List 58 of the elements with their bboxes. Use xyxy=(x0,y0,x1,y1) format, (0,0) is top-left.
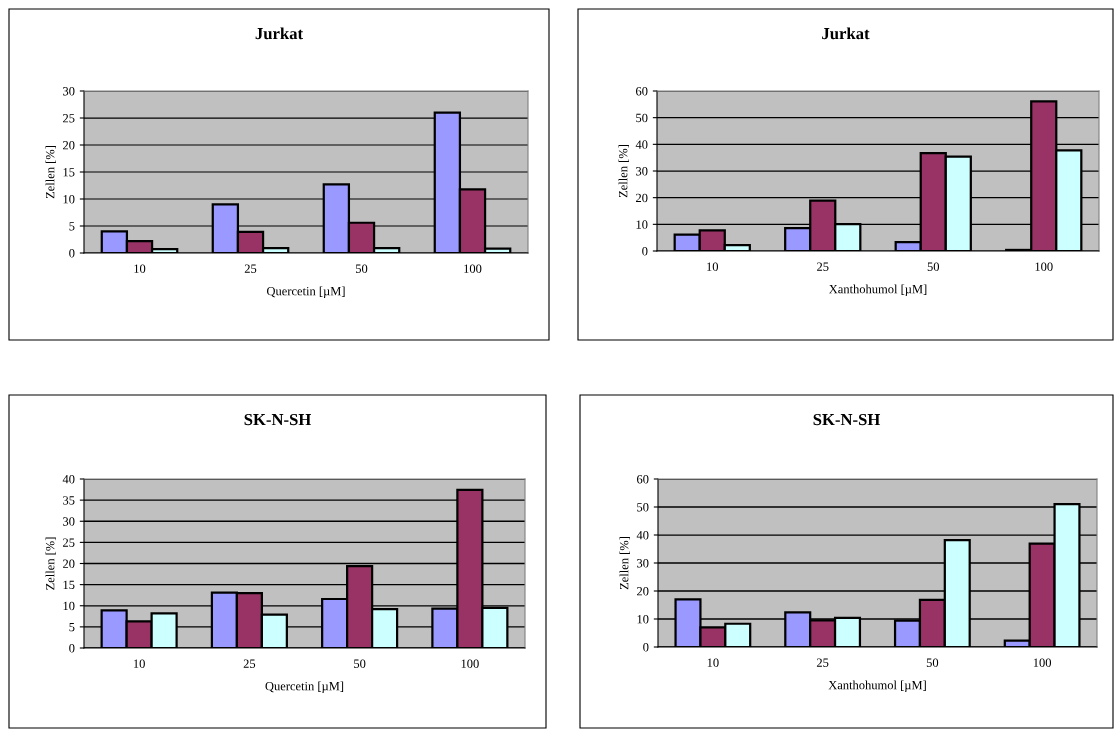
y-tick-label: 10 xyxy=(636,220,648,229)
x-axis-title: Quercetin [µM] xyxy=(265,681,344,693)
y-tick-label: 0 xyxy=(69,249,75,258)
y-tick-label: 40 xyxy=(636,531,649,540)
x-tick-label: 100 xyxy=(1033,658,1052,667)
chart-title: Jurkat xyxy=(822,27,870,40)
y-tick-label: 15 xyxy=(63,580,75,590)
y-tick-label: 20 xyxy=(637,587,649,596)
y-tick-label: 10 xyxy=(63,195,75,204)
y-tick-label: 20 xyxy=(63,559,75,568)
x-tick-label: 25 xyxy=(816,658,829,667)
y-tick-label: 25 xyxy=(63,114,75,123)
x-tick-label: 10 xyxy=(707,262,719,271)
y-tick-label: 40 xyxy=(635,140,648,149)
x-tick-label: 10 xyxy=(134,264,146,273)
y-axis-title: Zellen [%] xyxy=(618,145,629,198)
x-axis-title: Xanthohumol [µM] xyxy=(829,284,927,296)
y-axis-title: Zellen [%] xyxy=(619,537,630,590)
x-tick-label: 25 xyxy=(244,264,257,273)
y-tick-label: 10 xyxy=(637,615,649,624)
x-tick-label: 10 xyxy=(707,658,719,667)
y-tick-label: 0 xyxy=(642,247,648,256)
y-tick-label: 20 xyxy=(63,141,75,150)
y-tick-label: 0 xyxy=(643,643,649,652)
x-tick-label: 50 xyxy=(355,264,368,273)
y-tick-label: 30 xyxy=(63,517,75,526)
y-tick-label: 60 xyxy=(636,87,648,96)
x-axis-title: Quercetin [µM] xyxy=(266,286,345,298)
y-tick-label: 15 xyxy=(63,168,75,177)
y-tick-label: 25 xyxy=(63,538,75,547)
y-tick-label: 50 xyxy=(637,503,649,512)
y-tick-label: 30 xyxy=(636,167,648,176)
y-tick-label: 20 xyxy=(636,193,648,203)
y-tick-label: 30 xyxy=(637,559,649,568)
chart-title: SK-N-SH xyxy=(244,413,312,426)
x-tick-label: 25 xyxy=(243,659,256,668)
x-tick-label: 100 xyxy=(464,264,482,273)
y-tick-label: 30 xyxy=(63,87,75,96)
chart-title: SK-N-SH xyxy=(813,413,881,426)
y-tick-label: 50 xyxy=(636,113,648,123)
x-axis-title: Xanthohumol [µM] xyxy=(828,680,926,692)
y-tick-label: 35 xyxy=(63,496,75,505)
x-tick-label: 25 xyxy=(817,262,829,271)
x-tick-label: 50 xyxy=(926,658,939,667)
y-tick-label: 40 xyxy=(62,475,75,484)
y-tick-label: 60 xyxy=(637,475,649,484)
x-tick-label: 100 xyxy=(1035,262,1053,271)
x-tick-label: 10 xyxy=(133,659,145,668)
y-axis-title: Zellen [%] xyxy=(45,537,56,590)
chart-title: Jurkat xyxy=(255,27,303,40)
y-tick-label: 10 xyxy=(63,601,75,611)
y-tick-label: 5 xyxy=(69,623,75,632)
y-tick-label: 5 xyxy=(69,222,75,231)
y-axis-title: Zellen [%] xyxy=(45,146,56,199)
y-tick-label: 0 xyxy=(69,644,75,653)
x-tick-label: 50 xyxy=(354,659,366,668)
x-tick-label: 50 xyxy=(927,262,940,271)
x-tick-label: 100 xyxy=(461,659,479,668)
